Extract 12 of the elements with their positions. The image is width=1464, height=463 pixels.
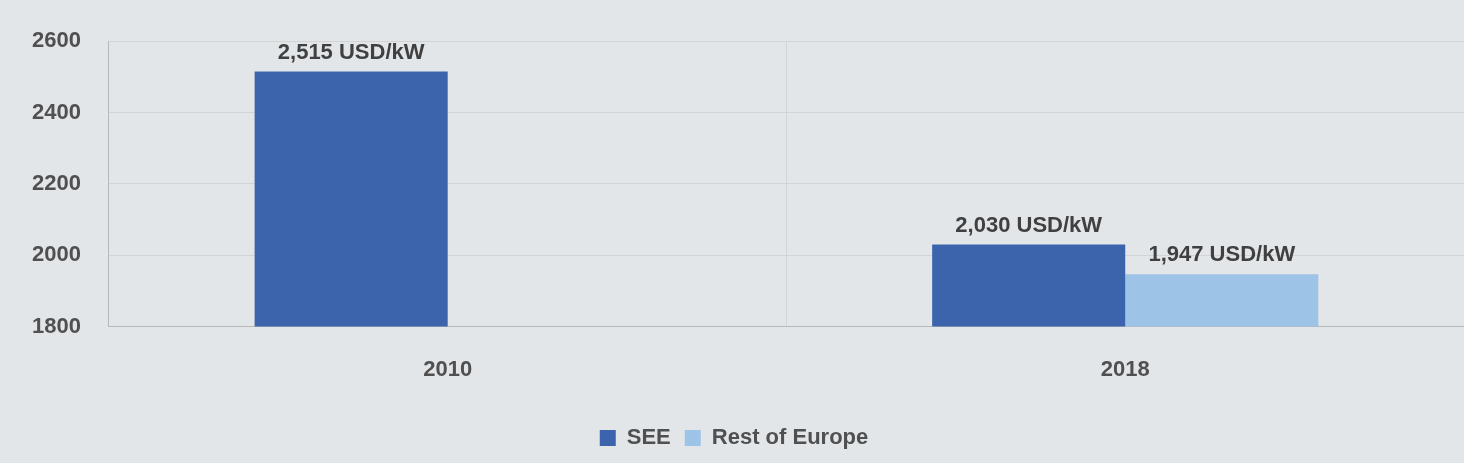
data-label: 1,947 USD/kW — [1148, 241, 1296, 267]
x-tick-label: 2010 — [423, 355, 473, 381]
legend-label: SEE — [626, 424, 671, 450]
y-tick-label: 2400 — [31, 98, 81, 124]
y-tick-label: 2600 — [31, 27, 81, 53]
y-tick-label: 1800 — [31, 312, 81, 338]
y-tick-label: 2000 — [31, 241, 81, 267]
data-label: 2,515 USD/kW — [277, 38, 425, 64]
data-label: 2,030 USD/kW — [955, 211, 1103, 237]
y-tick-label: 2200 — [31, 169, 81, 195]
x-tick-label: 2018 — [1100, 355, 1150, 381]
legend-label: Rest of Europe — [711, 424, 869, 450]
